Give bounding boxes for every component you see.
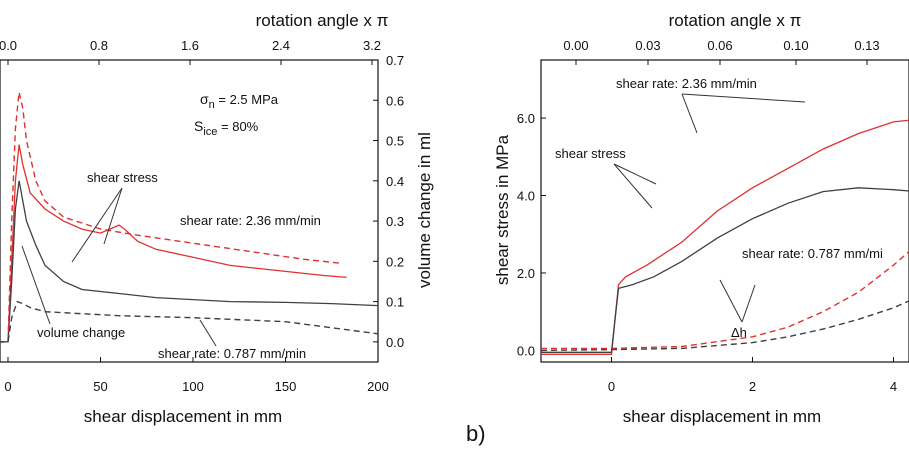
panel-a-x-tick-label: 150 <box>275 379 297 394</box>
panel-a-ticks: 0 50 100 150 200 0.0 0.8 1.6 2.4 3.2 0.0 0.1 0.2 0.3 0… <box>0 38 404 394</box>
panel-a-right-tick-label: 0.0 <box>386 335 404 350</box>
panel-b-fast-rate-label: shear rate: 2.36 mm/min <box>616 76 757 91</box>
panel-b-fast-rate-pointer-1 <box>681 93 698 134</box>
panel-b-shear-stress-pointer-1 <box>613 163 657 185</box>
panel-a-x-axis-label: shear displacement in mm <box>84 407 282 426</box>
panel-b-top-axis-label: rotation angle x π <box>669 11 802 30</box>
panel-b-x-tick-label: 2 <box>749 379 756 394</box>
panel-a-right-tick-label: 0.6 <box>386 93 404 108</box>
panel-b-delta-h-pointer-1 <box>719 279 743 323</box>
panel-b-series <box>540 119 909 355</box>
panel-a-series-1-slow-solid <box>0 180 379 343</box>
panel-b-x-tick-label: 4 <box>890 379 897 394</box>
panel-b-y-tick-label: 2.0 <box>517 266 535 281</box>
panel-b-y-tick-label: 0.0 <box>517 343 535 358</box>
panel-b-x-tick-label: 0 <box>608 379 615 394</box>
panel-b-top-tick-label: 0.03 <box>635 38 660 53</box>
panel-b-delta-h-label: Δh <box>731 325 747 340</box>
panel-b-x-axis-label: shear displacement in mm <box>623 407 821 426</box>
panel-a-series-3-slow-dashed <box>0 300 379 343</box>
panel-b-letter: b) <box>466 421 486 446</box>
panel-b-series-3-slow-dashed <box>540 300 909 352</box>
panel-a-right-tick-label: 0.3 <box>386 214 404 229</box>
panel-b-frame <box>540 59 909 363</box>
panel-a-top-tick-label: 0.8 <box>90 38 108 53</box>
panel-a: 0 50 100 150 200 0.0 0.8 1.6 2.4 3.2 0.0 0.1 0.2 0.3 0… <box>0 11 434 426</box>
panel-b-delta-h-pointer-2 <box>741 284 756 323</box>
panel-b-top-tick-label: 0.06 <box>707 38 732 53</box>
panel-a-frame <box>0 59 379 363</box>
panel-a-right-tick-label: 0.5 <box>386 134 404 149</box>
panel-a-x-tick-label: 100 <box>182 379 204 394</box>
panel-a-right-axis-label: volume change in ml <box>415 132 434 288</box>
panel-a-top-axis-label: rotation angle x π <box>256 11 389 30</box>
panel-b-fast-rate-pointer-2 <box>681 93 806 103</box>
panel-b: 024680.000.030.060.100.130.02.04.06.0 ro… <box>493 11 909 426</box>
panel-a-shear-stress-label: shear stress <box>87 170 158 185</box>
panel-a-right-tick-label: 0.4 <box>386 174 404 189</box>
panel-a-top-tick-label: 1.6 <box>181 38 199 53</box>
panel-b-ticks: 024680.000.030.060.100.130.02.04.06.0 <box>517 38 897 394</box>
panel-a-right-tick-label: 0.2 <box>386 254 404 269</box>
panel-a-top-tick-label: 3.2 <box>363 38 381 53</box>
panel-a-shear-stress-pointer-1 <box>71 187 123 263</box>
panel-b-top-tick-label: 0.00 <box>563 38 588 53</box>
panel-b-shear-stress-label: shear stress <box>555 146 626 161</box>
panel-a-volume-change-pointer <box>21 245 51 325</box>
panel-a-slow-rate-label: shear rate: 0.787 mm/min <box>158 346 306 361</box>
panel-b-y-tick-label: 6.0 <box>517 111 535 126</box>
panel-b-y-tick-label: 4.0 <box>517 189 535 204</box>
panel-a-right-tick-label: 0.1 <box>386 295 404 310</box>
panel-b-series-2-fast-dashed <box>541 250 909 350</box>
panel-b-top-tick-label: 0.10 <box>783 38 808 53</box>
panel-b-slow-rate-label: shear rate: 0.787 mm/mi <box>742 246 883 261</box>
panel-a-top-tick-label: 2.4 <box>272 38 290 53</box>
panel-a-shear-stress-pointer-2 <box>103 187 123 245</box>
panel-a-series-2-fast-dashed <box>0 92 342 343</box>
s-ice-annotation: Sice = 80% <box>194 118 259 138</box>
panel-a-x-tick-label: 0 <box>4 379 11 394</box>
panel-b-shear-stress-pointer-2 <box>613 163 653 209</box>
panel-b-series-1-slow-solid <box>541 187 909 353</box>
panel-a-series-0-fast-solid <box>0 144 347 343</box>
panel-a-volume-change-label: volume change <box>37 325 125 340</box>
panel-a-right-tick-label: 0.7 <box>386 53 404 68</box>
sigma-n-annotation: σn = 2.5 MPa <box>200 91 279 111</box>
panel-a-fast-rate-label: shear rate: 2.36 mm/min <box>180 213 321 228</box>
panel-b-series-0-fast-solid <box>541 119 909 355</box>
panel-a-slow-rate-pointer <box>199 319 217 347</box>
panel-b-top-tick-label: 0.13 <box>854 38 879 53</box>
panel-a-x-tick-label: 50 <box>93 379 107 394</box>
panel-a-series <box>0 92 379 343</box>
panel-b-y-axis-label: shear stress in MPa <box>493 134 512 285</box>
panel-a-x-tick-label: 200 <box>367 379 389 394</box>
panel-a-top-tick-label: 0.0 <box>0 38 17 53</box>
